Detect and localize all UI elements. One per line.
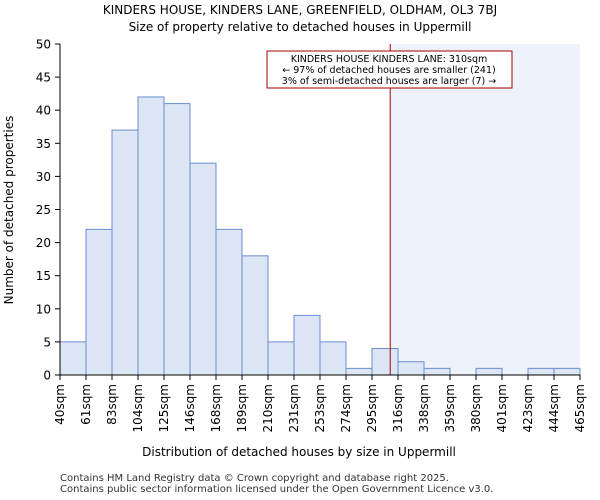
x-tick-label: 125sqm [157, 384, 171, 432]
footer-licence: Contains public sector information licen… [60, 484, 494, 495]
x-tick-label: 40sqm [53, 384, 67, 425]
y-tick-label: 25 [36, 203, 51, 217]
x-axis: 40sqm 61sqm 83sqm 104sqm 125sqm 146sqm 168sqm 1… [53, 375, 587, 432]
chart-title: KINDERS HOUSE, KINDERS LANE, GREENFIELD,… [102, 3, 498, 17]
y-tick-label: 35 [36, 137, 51, 151]
x-tick-label: 231sqm [287, 384, 301, 432]
bar-316sqm [397, 361, 425, 376]
x-tick-label: 210sqm [261, 384, 275, 432]
y-axis-label: Number of detached properties [2, 116, 16, 305]
bar-125sqm [163, 103, 191, 376]
bar-40sqm [59, 341, 87, 376]
x-tick-label: 444sqm [547, 384, 561, 432]
y-axis: 0 5 10 15 20 25 30 35 40 45 50 [36, 38, 60, 383]
x-tick-label: 295sqm [365, 384, 379, 432]
y-tick-label: 30 [36, 170, 51, 184]
bar-210sqm [267, 341, 295, 376]
bar-380sqm [475, 367, 503, 376]
bar-274sqm [345, 367, 373, 376]
x-tick-label: 338sqm [417, 384, 431, 432]
bar-295sqm [371, 348, 399, 376]
bar-104sqm [137, 96, 165, 376]
footer-copyright: Contains HM Land Registry data © Crown c… [60, 473, 449, 484]
bar-146sqm [189, 162, 217, 376]
x-tick-label: 168sqm [209, 384, 223, 432]
x-tick-label: 146sqm [183, 384, 197, 432]
y-tick-label: 10 [36, 302, 51, 316]
x-tick-label: 61sqm [79, 384, 93, 425]
histogram-chart: KINDERS HOUSE KINDERS LANE: 310sqm ← 97%… [2, 38, 587, 460]
y-tick-label: 40 [36, 104, 51, 118]
x-tick-label: 316sqm [391, 384, 405, 432]
bar-444sqm [553, 367, 581, 376]
x-tick-label: 401sqm [495, 384, 509, 432]
annotation-line2: ← 97% of detached houses are smaller (24… [282, 65, 495, 76]
x-tick-label: 253sqm [313, 384, 327, 432]
x-tick-label: 423sqm [521, 384, 535, 432]
annotation-line1: KINDERS HOUSE KINDERS LANE: 310sqm [291, 54, 488, 65]
annotation-line3: 3% of semi-detached houses are larger (7… [282, 76, 496, 87]
x-tick-label: 83sqm [105, 384, 119, 425]
x-tick-label: 104sqm [131, 384, 145, 432]
annotation-box: KINDERS HOUSE KINDERS LANE: 310sqm ← 97%… [266, 50, 513, 89]
bar-423sqm [527, 367, 555, 376]
bars-group [59, 96, 581, 376]
bar-231sqm [293, 314, 321, 376]
bar-253sqm [319, 341, 347, 376]
y-tick-label: 50 [36, 38, 51, 52]
bar-338sqm [423, 367, 451, 376]
x-tick-label: 380sqm [469, 384, 483, 432]
bar-61sqm [85, 228, 113, 376]
x-tick-label: 189sqm [235, 384, 249, 432]
x-axis-label: Distribution of detached houses by size … [142, 445, 456, 459]
x-tick-label: 274sqm [339, 384, 353, 432]
y-tick-label: 0 [43, 369, 51, 383]
annotation-frame [266, 50, 513, 89]
y-tick-label: 5 [43, 335, 51, 349]
bar-168sqm [215, 228, 243, 376]
y-tick-label: 20 [36, 236, 51, 250]
larger-region-shade [390, 44, 580, 375]
x-tick-label: 359sqm [443, 384, 457, 432]
x-tick-label: 465sqm [573, 384, 587, 432]
chart-subtitle: Size of property relative to detached ho… [128, 20, 472, 34]
bar-83sqm [111, 129, 139, 376]
bar-189sqm [241, 255, 269, 376]
y-tick-label: 15 [36, 269, 51, 283]
y-tick-label: 45 [36, 71, 51, 85]
